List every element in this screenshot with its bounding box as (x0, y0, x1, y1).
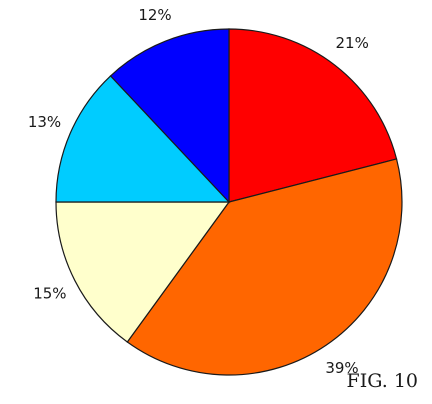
slice-label-21: 21% (336, 34, 369, 52)
slice-label-13: 13% (28, 113, 61, 131)
figure-caption: FIG. 10 (347, 370, 418, 392)
slice-label-12: 12% (138, 6, 171, 24)
slice-label-15: 15% (33, 284, 66, 302)
pie-slices (56, 29, 402, 375)
